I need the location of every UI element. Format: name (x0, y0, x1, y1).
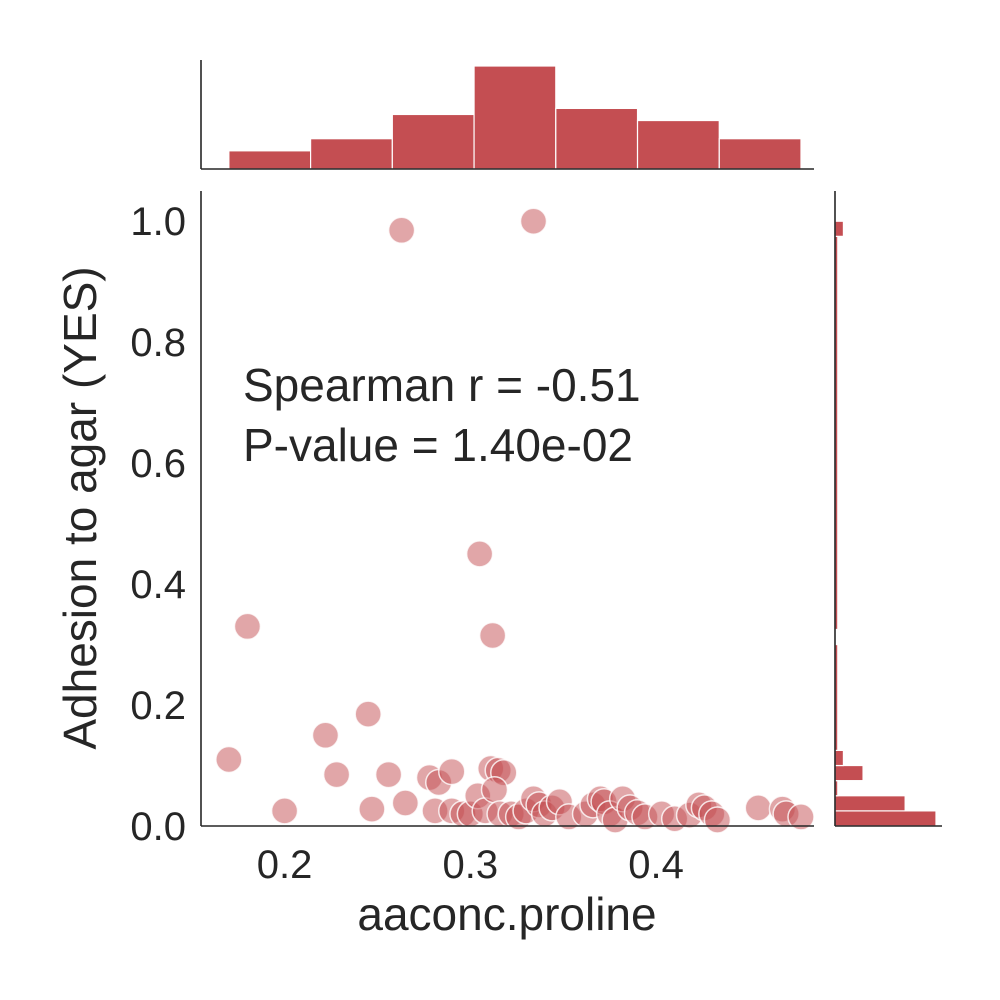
y-tick-label: 1.0 (130, 200, 186, 244)
x-tick-label: 0.2 (257, 843, 313, 887)
x-tick-labels: 0.2 0.3 0.4 (257, 843, 684, 887)
top-hist-bar (309, 138, 393, 170)
scatter-point-15 (438, 757, 466, 786)
scatter-point-11 (358, 795, 386, 823)
scatter-point-4 (233, 612, 262, 641)
scatter-point-12 (391, 789, 420, 817)
top-hist-bar (718, 138, 802, 170)
top-hist-bar (555, 107, 639, 170)
right-hist-bar (834, 220, 845, 237)
scatter-point-25 (480, 775, 509, 804)
scatter-points (215, 207, 815, 834)
scatter-point-1 (519, 207, 548, 235)
right-hist-bar (834, 749, 845, 767)
scatter-point-2 (465, 540, 494, 568)
top-hist-bar (636, 119, 720, 170)
top-hist-bar (228, 150, 312, 170)
scatter-point-5 (354, 700, 382, 728)
top-marginal-histogram (228, 65, 802, 170)
y-tick-label: 0.2 (130, 684, 186, 728)
x-tick-label: 0.4 (628, 843, 684, 887)
scatter-point-52 (703, 806, 732, 834)
top-hist-bar (391, 113, 475, 170)
scatter-point-56 (787, 803, 815, 831)
y-axis-label: Adhesion to agar (YES) (54, 266, 106, 749)
y-tick-label: 0.0 (130, 805, 186, 849)
y-tick-labels: 0.0 0.2 0.4 0.6 0.8 1.0 (130, 200, 186, 849)
right-hist-bar (834, 810, 937, 827)
scatter-point-53 (744, 794, 773, 822)
y-tick-label: 0.6 (130, 442, 186, 486)
x-axis-label: aaconc.proline (357, 888, 656, 940)
right-hist-bar (834, 764, 864, 782)
scatter-point-8 (322, 760, 351, 789)
y-tick-label: 0.8 (130, 321, 186, 365)
y-tick-label: 0.4 (130, 563, 186, 607)
pvalue-annotation: P-value = 1.40e-02 (243, 419, 633, 471)
scatter-point-3 (478, 621, 507, 650)
right-marginal-histogram (834, 220, 937, 827)
right-hist-bar (834, 795, 906, 812)
scatter-point-7 (215, 745, 243, 774)
scatter-point-6 (311, 721, 340, 750)
x-tick-label: 0.3 (443, 843, 499, 887)
spearman-annotation: Spearman r = -0.51 (243, 359, 641, 411)
top-hist-bar (473, 65, 557, 170)
scatter-point-9 (374, 760, 403, 789)
scatter-point-10 (270, 797, 299, 825)
scatter-point-0 (387, 216, 416, 245)
